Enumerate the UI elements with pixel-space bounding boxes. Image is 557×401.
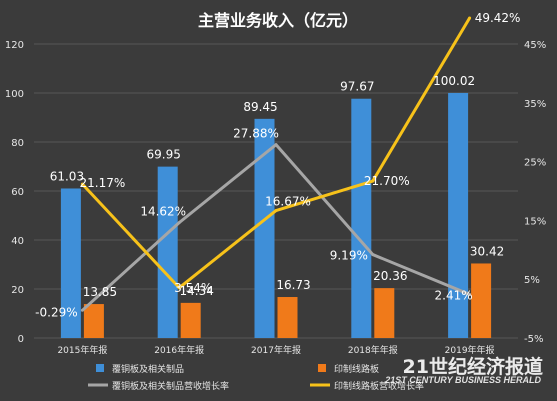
line-point-1-1: [177, 286, 181, 290]
line-point-0-3: [371, 253, 375, 257]
bar-value-label: 97.67: [340, 80, 374, 94]
right-axis-tick-label: 25%: [524, 158, 546, 169]
line-value-label: 3.54%: [174, 281, 212, 295]
right-axis-tick-label: -5%: [524, 334, 543, 345]
line-point-0-0: [80, 308, 84, 312]
bar-1-2: [277, 297, 298, 338]
legend-label: 覆铜板及相关制品: [112, 363, 184, 375]
line-point-1-2: [274, 209, 278, 213]
line-series-1: [81, 17, 471, 290]
category-label: 2015年年报: [57, 344, 107, 356]
bar-value-label: 100.02: [433, 74, 475, 88]
bar-0-4: [448, 92, 469, 339]
legend-label: 印制线路板: [334, 363, 379, 375]
bar-value-label: 13.85: [83, 285, 117, 299]
line-value-label: 9.19%: [330, 249, 368, 263]
bar-0-1: [157, 166, 178, 338]
line-point-0-1: [177, 221, 181, 225]
bar-value-label: 61.03: [50, 169, 84, 183]
line-point-0-4: [468, 292, 472, 296]
category-label: 2017年年报: [251, 344, 301, 356]
category-label: 2016年年报: [154, 344, 204, 356]
line-point-1-0: [80, 182, 84, 186]
left-axis-tick-label: 20: [11, 285, 24, 296]
legend-label: 覆铜板及相关制品营收增长率: [112, 380, 229, 392]
left-axis-tick-label: 60: [11, 187, 24, 198]
right-axis-tick-label: 5%: [524, 275, 540, 286]
bar-0-0: [60, 188, 81, 338]
bar-value-label: 69.95: [147, 148, 181, 162]
left-axis-tick-label: 120: [5, 40, 24, 51]
legend-swatch-1: [318, 364, 326, 372]
line-value-label: 16.67%: [265, 195, 311, 209]
bar-value-label: 89.45: [243, 100, 277, 114]
bar-1-3: [374, 288, 395, 338]
bar-0-2: [254, 118, 275, 338]
bar-value-label: 20.36: [373, 269, 407, 283]
watermark-logo-en: 21ST CENTURY BUSINESS HERALD: [385, 375, 541, 385]
left-axis-tick-label: 100: [5, 89, 24, 100]
right-axis-tick-label: 45%: [524, 40, 546, 51]
bar-1-1: [180, 302, 201, 338]
bar-1-4: [471, 263, 492, 338]
line-value-label: 49.42%: [475, 11, 521, 25]
line-point-1-4: [468, 16, 472, 20]
legend-swatch-0: [96, 364, 104, 372]
bar-value-label: 30.42: [470, 244, 504, 258]
line-value-label: 2.41%: [435, 288, 473, 302]
line-value-label: 14.62%: [140, 205, 186, 219]
right-axis-tick-label: 35%: [524, 99, 546, 110]
category-label: 2019年年报: [445, 344, 495, 356]
right-axis-tick-label: 15%: [524, 216, 546, 227]
legend-label: 印制线路板营收增长率: [334, 380, 424, 392]
line-value-label: -0.29%: [35, 305, 77, 319]
left-axis-tick-label: 40: [11, 236, 24, 247]
line-value-label: 21.17%: [80, 176, 126, 190]
bar-value-label: 16.73: [276, 278, 310, 292]
line-point-1-3: [371, 179, 375, 183]
chart-title: 主营业务收入（亿元）: [198, 11, 358, 30]
line-point-0-2: [274, 143, 278, 147]
left-axis-tick-label: 0: [18, 334, 24, 345]
bar-value-label: 14.34: [180, 284, 214, 298]
watermark-logo-cn: 21世纪经济报道: [402, 356, 543, 378]
left-axis-tick-label: 80: [11, 138, 24, 149]
bar-1-0: [83, 304, 104, 338]
bar-0-3: [351, 98, 372, 338]
category-label: 2018年年报: [348, 344, 398, 356]
line-value-label: 27.88%: [233, 127, 279, 141]
line-value-label: 21.70%: [364, 174, 410, 188]
